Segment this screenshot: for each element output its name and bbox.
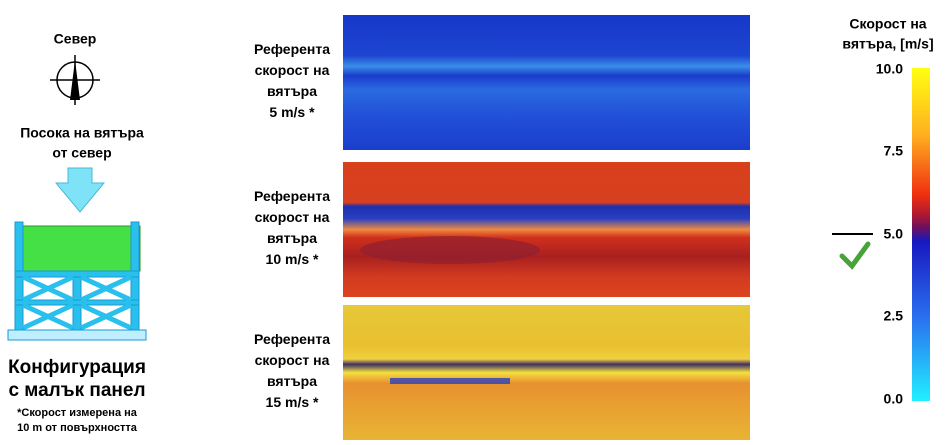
wind-direction: Посока на вятъра (20, 125, 144, 141)
wind-arrow (54, 167, 106, 213)
colorbar-tick: 2.5 (884, 308, 904, 324)
colorbar-tick: 7.5 (884, 143, 904, 159)
contour-plot (343, 305, 750, 440)
panel-label: 5 m/s * (269, 104, 315, 120)
colorbar-tick: 10.0 (876, 61, 903, 77)
contour-region (390, 378, 510, 384)
colorbar-tick: 0.0 (884, 391, 904, 407)
colorbar (912, 68, 930, 401)
colorbar-title: вятъра, [m/s] (842, 36, 933, 52)
contour-plot (343, 15, 750, 150)
colorbar-title: Скорост на (849, 16, 926, 32)
panel-label: вятъра (267, 83, 317, 99)
structure (7, 221, 147, 341)
contour-plot (343, 162, 750, 297)
panel-label: вятъра (267, 230, 317, 246)
colorbar-tick: 5.0 (884, 226, 904, 242)
checkmark (839, 241, 871, 270)
panel-label: 10 m/s * (266, 251, 319, 267)
north-label: Север (54, 31, 97, 47)
config-label: Конфигурация (8, 357, 146, 378)
panel-label: 15 m/s * (266, 394, 319, 410)
note: *Скорост измерена на (17, 407, 138, 419)
wind-direction: от север (52, 145, 111, 161)
config-label: с малък панел (8, 380, 145, 401)
panel-label: Референта (254, 331, 330, 347)
panel-label: Референта (254, 188, 330, 204)
contour-region (360, 236, 540, 264)
panel-label: скорост на (255, 209, 330, 225)
panel-label: Референта (254, 41, 330, 57)
panel-label: вятъра (267, 373, 317, 389)
panel-label: скорост на (255, 62, 330, 78)
panel-label: скорост на (255, 352, 330, 368)
compass (50, 55, 100, 105)
note: 10 m от повърхността (17, 422, 138, 434)
